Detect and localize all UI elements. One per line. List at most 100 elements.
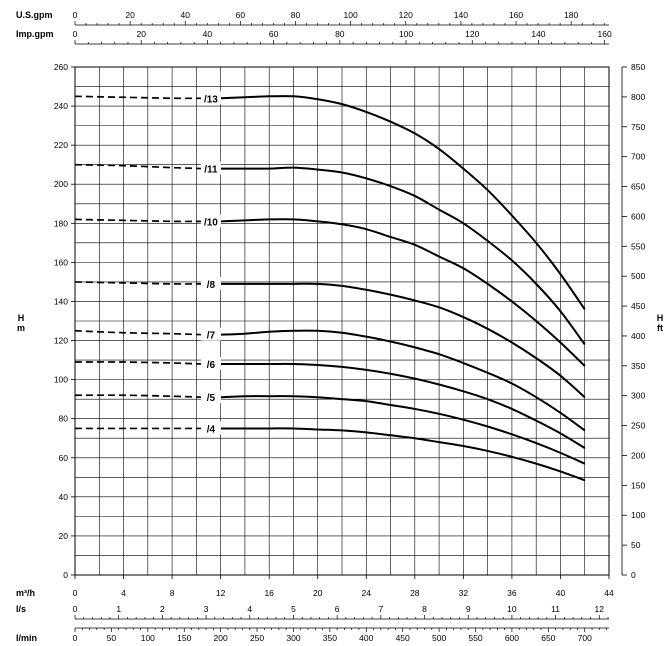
curve-label-bg [200,327,221,341]
curve-label-bg [200,276,221,290]
curve-label: /10 [204,217,218,228]
x-tick-label: 4 [121,588,126,598]
curve-dashed-8 [74,281,203,285]
ls-axis-label: l/s [16,604,26,614]
usgpm-axis-tick-label: 40 [181,10,191,20]
impgpm-axis-label: Imp.gpm [16,29,54,39]
impgpm-axis-tick-label: 20 [136,29,146,39]
y-axis-label-right-part: ft [657,323,663,333]
ft-tick-label: 450 [631,301,645,311]
impgpm-axis-tick-label: 160 [598,29,612,39]
y-tick-label: 20 [59,531,69,541]
y-tick-label: 240 [54,101,68,111]
ft-tick-label: 550 [631,241,645,251]
curve-10 [220,218,586,367]
x-tick-label: 32 [459,588,469,598]
x-axis-label: m³/h [16,588,35,598]
lmin-axis-tick-label: 200 [214,633,228,643]
lmin-axis-label: l/min [16,633,37,643]
x-tick-label: 12 [216,588,226,598]
ls-axis-tick-label: 3 [204,604,209,614]
ls-axis-tick-label: 11 [551,604,560,614]
lmin-axis-tick-label: 250 [250,633,264,643]
y-tick-label: 0 [63,570,68,580]
curve-label-bg [200,161,221,175]
y-axis-label-part: H [18,313,25,323]
usgpm-axis-tick-label: 0 [73,10,78,20]
curve-13 [220,95,586,310]
ft-tick-label: 300 [631,391,645,401]
y-axis-label-right-part: H [657,313,664,323]
y-tick-label: 220 [54,140,68,150]
ft-tick-label: 800 [631,92,645,102]
curve-label: /13 [204,94,218,105]
ls-axis-tick-label: 1 [116,604,121,614]
lmin-axis-tick-label: 350 [323,633,337,643]
curve-6 [220,362,586,449]
axes: 0204060801001201401601802002202402600501… [16,10,645,643]
lmin-axis-tick-label: 100 [141,633,155,643]
ls-axis-tick-label: 9 [466,604,471,614]
lmin-axis-tick-label: 50 [107,633,117,643]
y-axis-label-part: m [17,323,25,333]
curve-label: /6 [207,360,216,371]
y-tick-label: 60 [59,453,69,463]
curve-label-bg [200,91,221,105]
curve-dashed-6 [74,361,203,365]
ls-axis-tick-label: 8 [422,604,427,614]
lmin-axis-tick-label: 450 [396,633,410,643]
y-tick-label: 40 [59,492,69,502]
ft-tick-label: 500 [631,271,645,281]
impgpm-axis-tick-label: 140 [531,29,545,39]
grid [74,66,610,576]
curves: /13/11/10/8/7/6/5/4 [74,91,586,482]
ft-tick-label: 200 [631,450,645,460]
lmin-axis-tick-label: 700 [578,633,592,643]
y-tick-label: 120 [54,336,68,346]
ls-axis-tick-label: 12 [595,604,605,614]
ft-tick-label: 700 [631,152,645,162]
curve-label: /8 [207,280,216,291]
curve-label-bg [200,356,221,370]
ft-tick-label: 350 [631,361,645,371]
x-tick-label: 40 [556,588,566,598]
usgpm-axis-tick-label: 60 [236,10,246,20]
ft-tick-label: 650 [631,182,645,192]
y-tick-label: 100 [54,375,68,385]
lmin-axis-tick-label: 400 [359,633,373,643]
usgpm-axis-tick-label: 180 [564,10,578,20]
lmin-axis-tick-label: 650 [541,633,555,643]
y-tick-label: 80 [59,414,69,424]
x-tick-label: 0 [73,588,78,598]
x-tick-label: 36 [507,588,517,598]
ft-tick-label: 250 [631,421,645,431]
curve-label: /5 [207,393,216,404]
ls-axis-tick-label: 4 [247,604,252,614]
usgpm-axis-tick-label: 120 [399,10,413,20]
y-tick-label: 200 [54,179,68,189]
impgpm-axis-tick-label: 40 [203,29,213,39]
ls-axis-tick-label: 0 [73,604,78,614]
ft-tick-label: 600 [631,211,645,221]
curve-11 [220,166,586,346]
curve-5 [220,395,586,465]
usgpm-axis-tick-label: 80 [291,10,301,20]
curve-dashed-11 [74,163,203,170]
x-tick-label: 28 [410,588,420,598]
x-tick-label: 16 [264,588,274,598]
curve-label-bg [200,390,221,404]
x-tick-label: 8 [170,588,175,598]
impgpm-axis-tick-label: 80 [335,29,345,39]
ls-axis-tick-label: 7 [378,604,383,614]
curve-label-bg [200,214,221,228]
y-tick-label: 180 [54,218,68,228]
curve-7 [220,329,586,432]
lmin-axis-tick-label: 600 [505,633,519,643]
x-tick-label: 24 [362,588,372,598]
curve-label-bg [200,421,221,435]
lmin-axis-tick-label: 150 [177,633,191,643]
curve-dashed-5 [74,394,203,399]
